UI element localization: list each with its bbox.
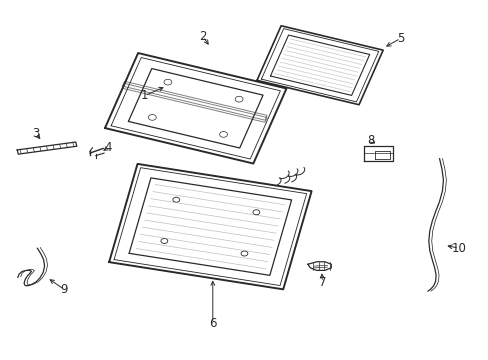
Text: 3: 3 [32, 127, 40, 140]
Text: 8: 8 [367, 134, 374, 147]
Text: 4: 4 [104, 141, 111, 154]
Text: 1: 1 [141, 89, 148, 102]
Text: 2: 2 [199, 30, 206, 43]
Text: 10: 10 [451, 242, 466, 255]
Text: 5: 5 [396, 32, 404, 45]
Text: 6: 6 [209, 317, 216, 330]
Text: 9: 9 [60, 283, 68, 296]
Text: 7: 7 [318, 276, 325, 289]
